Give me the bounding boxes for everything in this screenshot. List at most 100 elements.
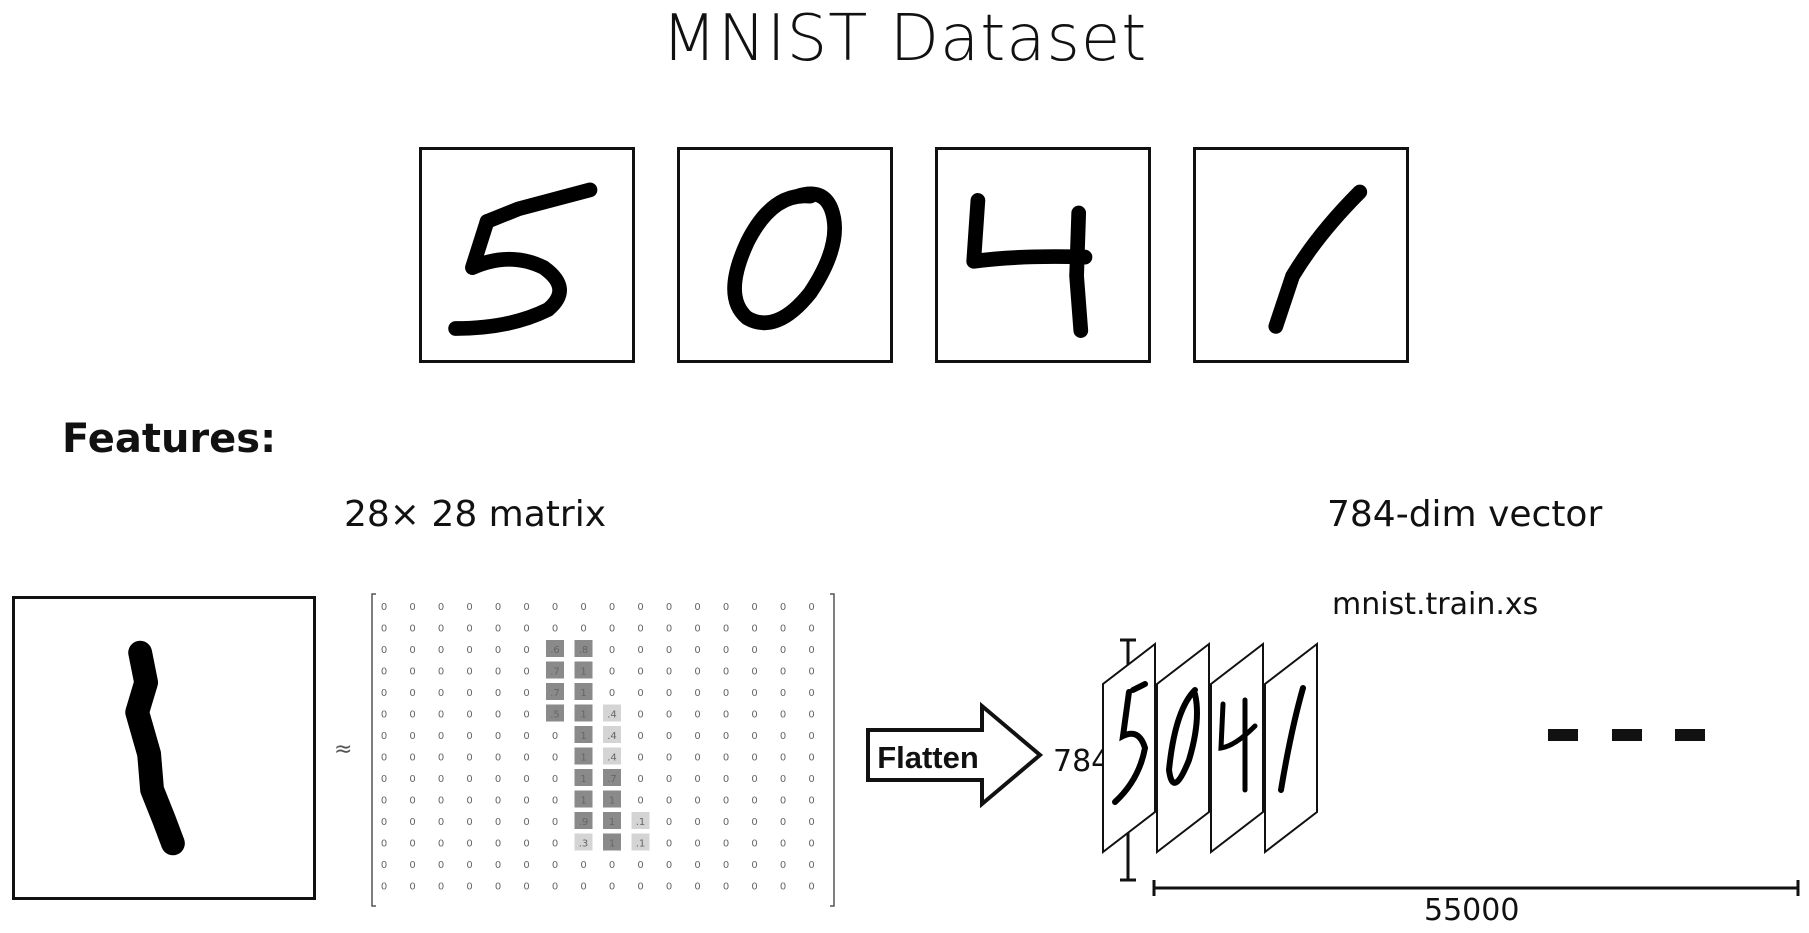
matrix-cell-value: 0 bbox=[694, 731, 700, 742]
matrix-cell-value: 0 bbox=[780, 796, 786, 807]
vector-card-0 bbox=[1156, 641, 1210, 855]
matrix-cell-value: 1 bbox=[609, 839, 615, 850]
matrix-cell-bg bbox=[574, 812, 593, 829]
matrix-cell-value: 0 bbox=[637, 753, 643, 764]
matrix-cell-value: 0 bbox=[723, 624, 729, 635]
matrix-cell-value: 0 bbox=[438, 753, 444, 764]
matrix-cell-value: 0 bbox=[666, 624, 672, 635]
matrix-cell-value: 0 bbox=[552, 796, 558, 807]
matrix-cell-value: .7 bbox=[607, 774, 617, 785]
matrix-cell-value: 0 bbox=[808, 688, 814, 699]
matrix-cell-value: 0 bbox=[780, 645, 786, 656]
matrix-cell-value: 0 bbox=[751, 796, 757, 807]
matrix-cell-bg bbox=[546, 661, 564, 679]
matrix-cell-value: 0 bbox=[666, 710, 672, 721]
vector-length-label: 784 bbox=[1053, 744, 1111, 779]
matrix-cell-value: 0 bbox=[723, 602, 729, 613]
matrix-cell-value: 0 bbox=[808, 753, 814, 764]
matrix-cell-value: 0 bbox=[466, 710, 472, 721]
digit-image-large-1 bbox=[12, 596, 316, 900]
matrix-cell-value: 0 bbox=[466, 753, 472, 764]
matrix-cell-value: 0 bbox=[381, 882, 387, 893]
matrix-cell-value: 0 bbox=[694, 667, 700, 678]
matrix-cell-value: 0 bbox=[694, 753, 700, 764]
matrix-cell-value: 0 bbox=[609, 624, 615, 635]
matrix-cell-bg bbox=[603, 769, 621, 786]
matrix-cell-value: 0 bbox=[438, 624, 444, 635]
matrix-cell-value: 0 bbox=[495, 645, 501, 656]
matrix-cell-value: 0 bbox=[381, 645, 387, 656]
matrix-cell-value: 0 bbox=[666, 602, 672, 613]
matrix-cell-value: 0 bbox=[637, 602, 643, 613]
matrix-cell-bg bbox=[574, 769, 593, 786]
matrix-cell-bg bbox=[574, 683, 593, 700]
matrix-cell-value: 0 bbox=[751, 817, 757, 828]
flattened-vector-stack bbox=[1102, 641, 1318, 855]
matrix-cell-value: 0 bbox=[381, 667, 387, 678]
matrix-cell-value: 0 bbox=[409, 710, 415, 721]
matrix-cell-value: 0 bbox=[609, 688, 615, 699]
matrix-cell-value: 0 bbox=[808, 602, 814, 613]
matrix-cell-bg bbox=[546, 640, 564, 657]
matrix-cell-value: 0 bbox=[666, 753, 672, 764]
continuation-dash bbox=[1675, 729, 1705, 741]
matrix-cell-value: 0 bbox=[780, 624, 786, 635]
matrix-cell-value: 0 bbox=[723, 667, 729, 678]
vector-card-4 bbox=[1210, 641, 1264, 855]
matrix-cell-value: 1 bbox=[609, 817, 615, 828]
matrix-cell-value: 0 bbox=[381, 602, 387, 613]
matrix-cell-value: 0 bbox=[438, 667, 444, 678]
matrix-cell-value: 0 bbox=[751, 860, 757, 871]
matrix-cell-bg bbox=[631, 812, 650, 829]
continuation-dash bbox=[1612, 729, 1642, 741]
matrix-cell-value: 0 bbox=[409, 688, 415, 699]
matrix-cell-value: 0 bbox=[637, 645, 643, 656]
matrix-cell-bg bbox=[603, 747, 621, 765]
matrix-cell-value: 0 bbox=[666, 839, 672, 850]
matrix-cell-value: 0 bbox=[808, 882, 814, 893]
matrix-cell-value: 0 bbox=[438, 839, 444, 850]
matrix-cell-value: 0 bbox=[381, 860, 387, 871]
matrix-cell-value: 0 bbox=[552, 839, 558, 850]
matrix-cell-value: 0 bbox=[466, 839, 472, 850]
matrix-cell-value: 0 bbox=[637, 710, 643, 721]
matrix-cell-value: 0 bbox=[466, 688, 472, 699]
matrix-cell-value: 0 bbox=[637, 624, 643, 635]
matrix-cell-value: 0 bbox=[466, 882, 472, 893]
matrix-cell-value: 0 bbox=[523, 753, 529, 764]
matrix-cell-value: 0 bbox=[637, 731, 643, 742]
matrix-cell-value: 0 bbox=[723, 645, 729, 656]
matrix-cell-value: 0 bbox=[609, 667, 615, 678]
matrix-cell-value: 0 bbox=[780, 710, 786, 721]
matrix-cell-value: 0 bbox=[808, 624, 814, 635]
matrix-cell-value: .3 bbox=[579, 839, 589, 850]
matrix-cell-value: .1 bbox=[636, 817, 646, 828]
matrix-cell-value: 0 bbox=[438, 817, 444, 828]
matrix-cell-value: .6 bbox=[550, 645, 560, 656]
matrix-cell-bg bbox=[574, 661, 593, 679]
matrix-cell-value: 0 bbox=[666, 796, 672, 807]
matrix-cell-bg bbox=[574, 704, 593, 722]
matrix-cell-value: 0 bbox=[780, 731, 786, 742]
matrix-cell-value: 0 bbox=[723, 882, 729, 893]
matrix-cell-value: 1 bbox=[580, 688, 586, 699]
matrix-cell-value: 0 bbox=[552, 817, 558, 828]
matrix-cell-value: 0 bbox=[438, 645, 444, 656]
matrix-cell-value: 0 bbox=[409, 882, 415, 893]
matrix-cell-value: 0 bbox=[780, 688, 786, 699]
matrix-cell-value: 0 bbox=[552, 602, 558, 613]
matrix-cell-value: 0 bbox=[694, 817, 700, 828]
matrix-cell-value: 0 bbox=[552, 624, 558, 635]
matrix-cell-value: 0 bbox=[694, 688, 700, 699]
matrix-cell-value: 0 bbox=[808, 667, 814, 678]
matrix-cell-value: 0 bbox=[523, 817, 529, 828]
matrix-cell-value: 0 bbox=[780, 602, 786, 613]
matrix-cell-value: 0 bbox=[523, 839, 529, 850]
dataset-name-label: mnist.train.xs bbox=[1332, 587, 1539, 622]
matrix-cell-value: 0 bbox=[523, 602, 529, 613]
matrix-cell-bg bbox=[603, 726, 621, 743]
matrix-cell-bg bbox=[574, 833, 593, 851]
matrix-cell-value: 0 bbox=[580, 602, 586, 613]
matrix-cell-value: .5 bbox=[550, 710, 560, 721]
matrix-cell-value: 0 bbox=[780, 667, 786, 678]
